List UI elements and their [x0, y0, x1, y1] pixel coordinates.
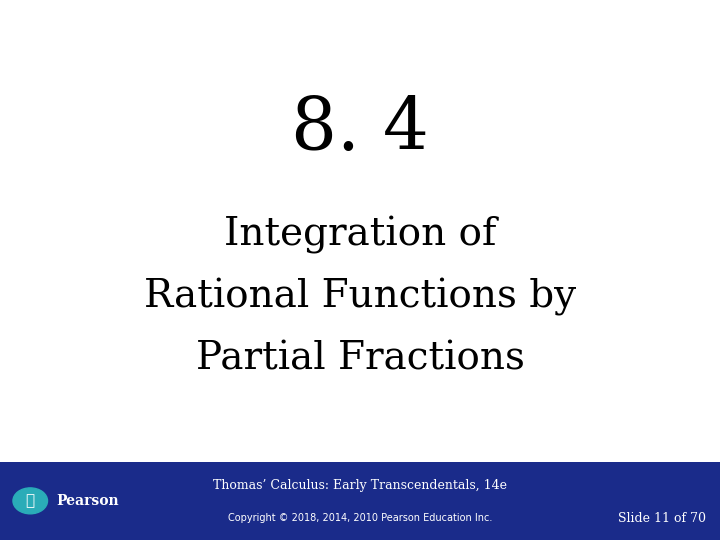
Text: 8. 4: 8. 4 [291, 94, 429, 165]
Text: Pearson: Pearson [56, 494, 119, 508]
Text: Thomas’ Calculus: Early Transcendentals, 14e: Thomas’ Calculus: Early Transcendentals,… [213, 478, 507, 492]
Text: Integration of: Integration of [224, 216, 496, 254]
Text: Partial Fractions: Partial Fractions [196, 341, 524, 377]
Text: Ⓟ: Ⓟ [26, 494, 35, 508]
Text: Copyright © 2018, 2014, 2010 Pearson Education Inc.: Copyright © 2018, 2014, 2010 Pearson Edu… [228, 513, 492, 523]
Circle shape [13, 488, 48, 514]
Text: Rational Functions by: Rational Functions by [144, 278, 576, 316]
Text: Slide 11 of 70: Slide 11 of 70 [618, 511, 706, 524]
FancyBboxPatch shape [0, 462, 720, 540]
